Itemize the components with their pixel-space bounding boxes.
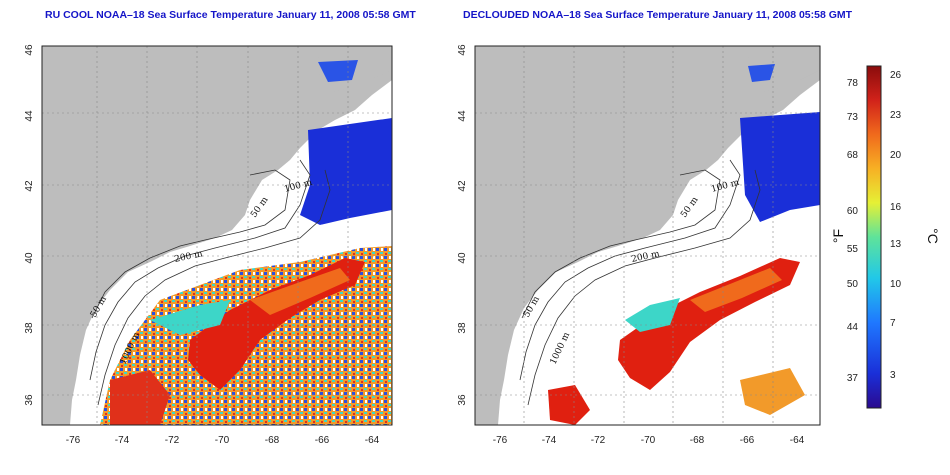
lat-tick: 38 (24, 322, 35, 334)
gulf-stream-orange (690, 268, 782, 312)
lat-tick: 44 (24, 110, 35, 122)
isobath-200m (89, 159, 311, 381)
lat-tick: 46 (24, 44, 35, 56)
lat-tick: 42 (24, 180, 35, 192)
lon-tick: -74 (115, 435, 130, 446)
land-mass (42, 46, 392, 425)
map-panel-raw (42, 46, 392, 425)
f-tick: 68 (847, 150, 859, 161)
teal-band (625, 298, 680, 332)
panel-title-declouded: DECLOUDED NOAA–18 Sea Surface Temperatur… (463, 9, 853, 21)
lon-tick: -74 (542, 435, 557, 446)
lon-tick: -76 (66, 435, 81, 446)
isobath-1000m (527, 169, 761, 406)
c-tick: 13 (890, 239, 902, 250)
c-tick: 16 (890, 202, 902, 213)
f-tick: 50 (847, 279, 859, 290)
lon-tick: -66 (740, 435, 755, 446)
cold-water-north (740, 112, 820, 222)
colorbar: 78 73 68 60 55 50 44 37 26 23 20 16 13 1… (830, 65, 941, 409)
lat-tick: 36 (457, 394, 468, 406)
lat-tick: 44 (457, 110, 468, 122)
f-tick: 78 (847, 78, 859, 89)
lon-tick: -72 (591, 435, 606, 446)
colorbar-c-label: °C (925, 228, 941, 244)
nova-scotia (748, 46, 820, 92)
lon-tick: -68 (265, 435, 280, 446)
f-tick: 44 (847, 322, 859, 333)
map-panel-declouded (475, 46, 820, 425)
lat-tick: 46 (457, 44, 468, 56)
c-tick: 7 (890, 318, 896, 329)
isobath-50m (91, 169, 291, 319)
land-mass (475, 46, 820, 425)
lon-tick: -76 (493, 435, 508, 446)
panel-title-raw: RU COOL NOAA–18 Sea Surface Temperature … (45, 9, 416, 21)
lon-tick: -64 (365, 435, 380, 446)
lon-tick: -64 (790, 435, 805, 446)
lat-tick: 40 (24, 252, 35, 264)
lon-axis-declouded: -76 -74 -72 -70 -68 -66 -64 (493, 435, 805, 446)
map-frame-declouded (474, 45, 821, 426)
f-tick: 60 (847, 206, 859, 217)
lon-axis-raw: -76 -74 -72 -70 -68 -66 -64 (66, 435, 380, 446)
warm-patch-east (740, 368, 805, 415)
cold-water-north (300, 118, 392, 225)
c-tick: 10 (890, 279, 902, 290)
c-tick: 26 (890, 70, 902, 81)
isobath-50m (521, 169, 721, 319)
f-tick: 73 (847, 112, 859, 123)
f-tick: 37 (847, 373, 859, 384)
teal-band (150, 300, 230, 335)
map-frame-raw (41, 45, 393, 426)
colorbar-c-ticks: 26 23 20 16 13 10 7 3 (890, 70, 902, 381)
lat-axis-raw: 36 38 40 42 44 46 (24, 44, 35, 406)
warm-eddy-south (110, 370, 170, 425)
colorbar-f-ticks: 78 73 68 60 55 50 44 37 (847, 78, 859, 384)
c-tick: 23 (890, 110, 902, 121)
lon-tick: -70 (641, 435, 656, 446)
f-tick: 55 (847, 244, 859, 255)
c-tick: 20 (890, 150, 902, 161)
c-tick: 3 (890, 370, 896, 381)
lat-tick: 42 (457, 180, 468, 192)
lon-tick: -70 (215, 435, 230, 446)
lat-tick: 40 (457, 252, 468, 264)
warm-eddy-south (548, 385, 590, 425)
colorbar-f-label: °F (830, 229, 846, 243)
lat-tick: 36 (24, 394, 35, 406)
gulf-stream-orange (250, 268, 350, 315)
lat-axis-declouded: 36 38 40 42 44 46 (457, 44, 468, 406)
colorbar-gradient (866, 65, 882, 409)
lon-tick: -68 (690, 435, 705, 446)
lon-tick: -66 (315, 435, 330, 446)
isobath-1000m (97, 169, 331, 406)
cold-water-bay (748, 64, 775, 82)
lat-tick: 38 (457, 322, 468, 334)
lon-tick: -72 (165, 435, 180, 446)
